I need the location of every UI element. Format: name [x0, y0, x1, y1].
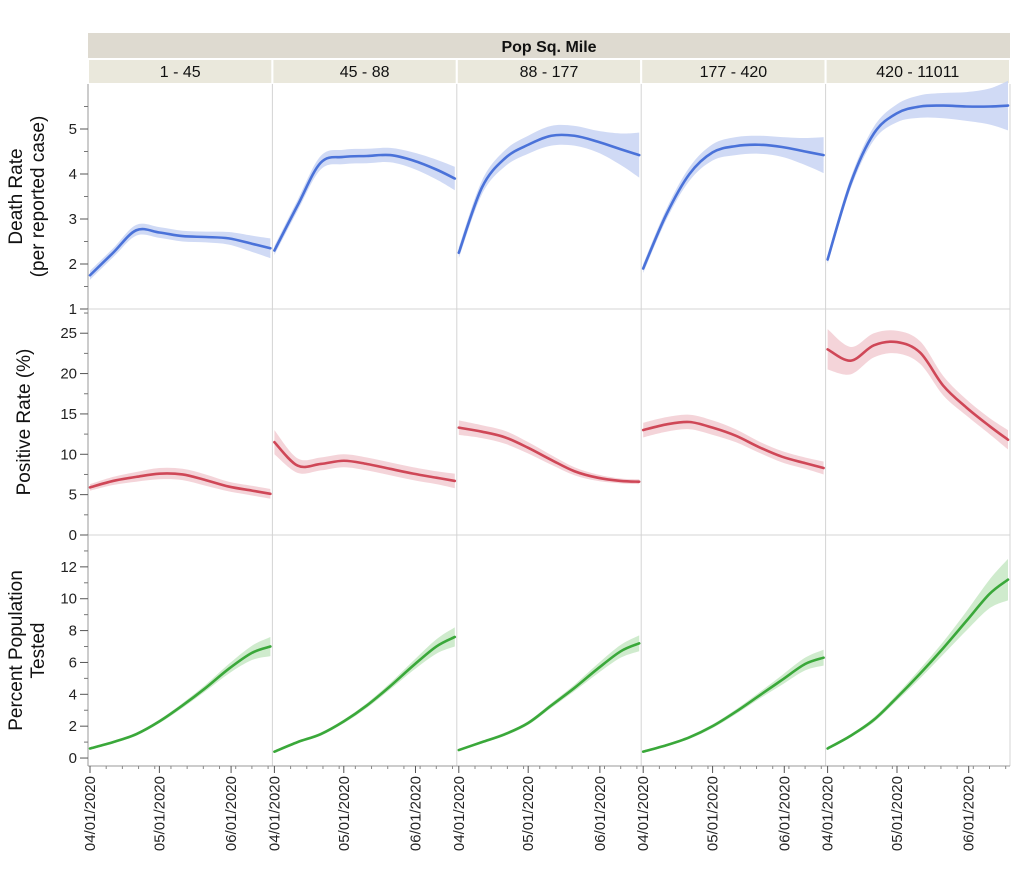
y-axis-title: Death Rate: [6, 148, 27, 244]
y-tick-label: 2: [69, 256, 77, 273]
series-line: [457, 642, 641, 752]
x-tick-label: 05/01/2020: [520, 776, 537, 851]
confidence-band: [274, 147, 455, 255]
panel-header-2: [271, 58, 458, 85]
x-tick-label: 06/01/2020: [223, 776, 240, 851]
header-bar: [88, 33, 1010, 59]
x-tick-label: 04/01/2020: [266, 776, 283, 851]
x-tick-label: 04/01/2020: [635, 776, 652, 851]
panel-header-label: 420 - 11011: [876, 64, 959, 81]
x-axes: 04/01/2020 05/01/2020 06/01/2020 04/01/2020…: [82, 765, 1010, 851]
confidence-band: [643, 649, 824, 753]
panel-header-3: [455, 58, 643, 85]
confidence-band: [827, 80, 1008, 264]
panel-header-label: 1 - 45: [160, 64, 201, 81]
y-axis-title: Tested: [28, 623, 49, 679]
panel-header-5: [824, 58, 1011, 85]
y-tick-label: 4: [69, 166, 77, 183]
series-line: [641, 143, 825, 270]
chart-title: Pop Sq. Mile: [501, 39, 596, 56]
y-axis-title: (per reported case): [28, 116, 49, 278]
series-line: [273, 440, 457, 483]
confidence-band: [458, 124, 640, 259]
row-3: 0 2 4 6 8 10 12 Percent Population Tested: [6, 535, 1011, 767]
panel-header-1: [87, 58, 274, 85]
series-line: [88, 227, 272, 277]
y-tick-label: 5: [69, 121, 77, 138]
series-line: [826, 340, 1010, 442]
panel-header-label: 88 - 177: [520, 64, 579, 81]
confidence-band: [90, 467, 271, 499]
x-tick-label: 06/01/2020: [407, 776, 424, 851]
confidence-band: [274, 627, 455, 753]
y-tick-label: 12: [60, 559, 77, 576]
series-line: [273, 635, 457, 753]
confidence-band: [643, 135, 824, 273]
series-line: [88, 645, 272, 750]
series-line: [641, 420, 825, 470]
y-tick-label: 25: [60, 325, 77, 342]
x-tick-label: 04/01/2020: [820, 776, 837, 851]
y-tick-label: 1: [69, 301, 77, 318]
y-tick-label: 3: [69, 211, 77, 228]
confidence-band: [90, 223, 271, 280]
x-tick-label: 06/01/2020: [961, 776, 978, 851]
series-line: [273, 153, 457, 252]
x-tick-label: 04/01/2020: [451, 776, 468, 851]
panel-header-label: 45 - 88: [340, 64, 390, 81]
confidence-band: [827, 558, 1008, 751]
y-tick-label: 20: [60, 366, 77, 383]
confidence-band: [458, 420, 640, 485]
panel-header-4: [640, 58, 827, 85]
confidence-band: [458, 635, 640, 752]
y-tick-label: 0: [69, 527, 77, 544]
y-tick-label: 5: [69, 487, 77, 504]
y-axis-title: Positive Rate (%): [14, 349, 35, 496]
y-tick-label: 6: [69, 654, 77, 671]
y-tick-label: 15: [60, 406, 77, 423]
x-tick-label: 05/01/2020: [336, 776, 353, 851]
confidence-band: [274, 430, 455, 489]
row-2: 0 5 10 15 20 25 Positive Rate (%): [14, 309, 1011, 544]
x-tick-label: 06/01/2020: [592, 776, 609, 851]
confidence-band: [827, 329, 1008, 450]
x-tick-label: 05/01/2020: [151, 776, 168, 851]
x-tick-label: 04/01/2020: [82, 776, 99, 851]
y-tick-label: 2: [69, 718, 77, 735]
x-tick-label: 05/01/2020: [889, 776, 906, 851]
x-tick-label: 05/01/2020: [705, 776, 722, 851]
confidence-band: [643, 414, 824, 475]
series-line: [826, 578, 1010, 750]
series-line: [826, 104, 1010, 261]
confidence-band: [90, 636, 271, 750]
y-tick-label: 8: [69, 623, 77, 640]
series-line: [457, 426, 641, 484]
y-tick-label: 0: [69, 750, 77, 767]
y-axis-title: Percent Population: [6, 570, 27, 731]
y-tick-label: 4: [69, 686, 77, 703]
y-tick-label: 10: [60, 446, 77, 463]
x-tick-label: 06/01/2020: [776, 776, 793, 851]
row-1: 1 2 3 4 5 Death Rate (per reported case): [6, 80, 1011, 318]
series-line: [88, 472, 272, 496]
series-line: [641, 656, 825, 753]
panel-header-label: 177 - 420: [700, 64, 768, 81]
y-tick-label: 10: [60, 591, 77, 608]
panel-headers: 1 - 45 45 - 88 88 - 177 177 - 420 420 - 1101…: [87, 58, 1011, 85]
series-line: [457, 133, 641, 255]
